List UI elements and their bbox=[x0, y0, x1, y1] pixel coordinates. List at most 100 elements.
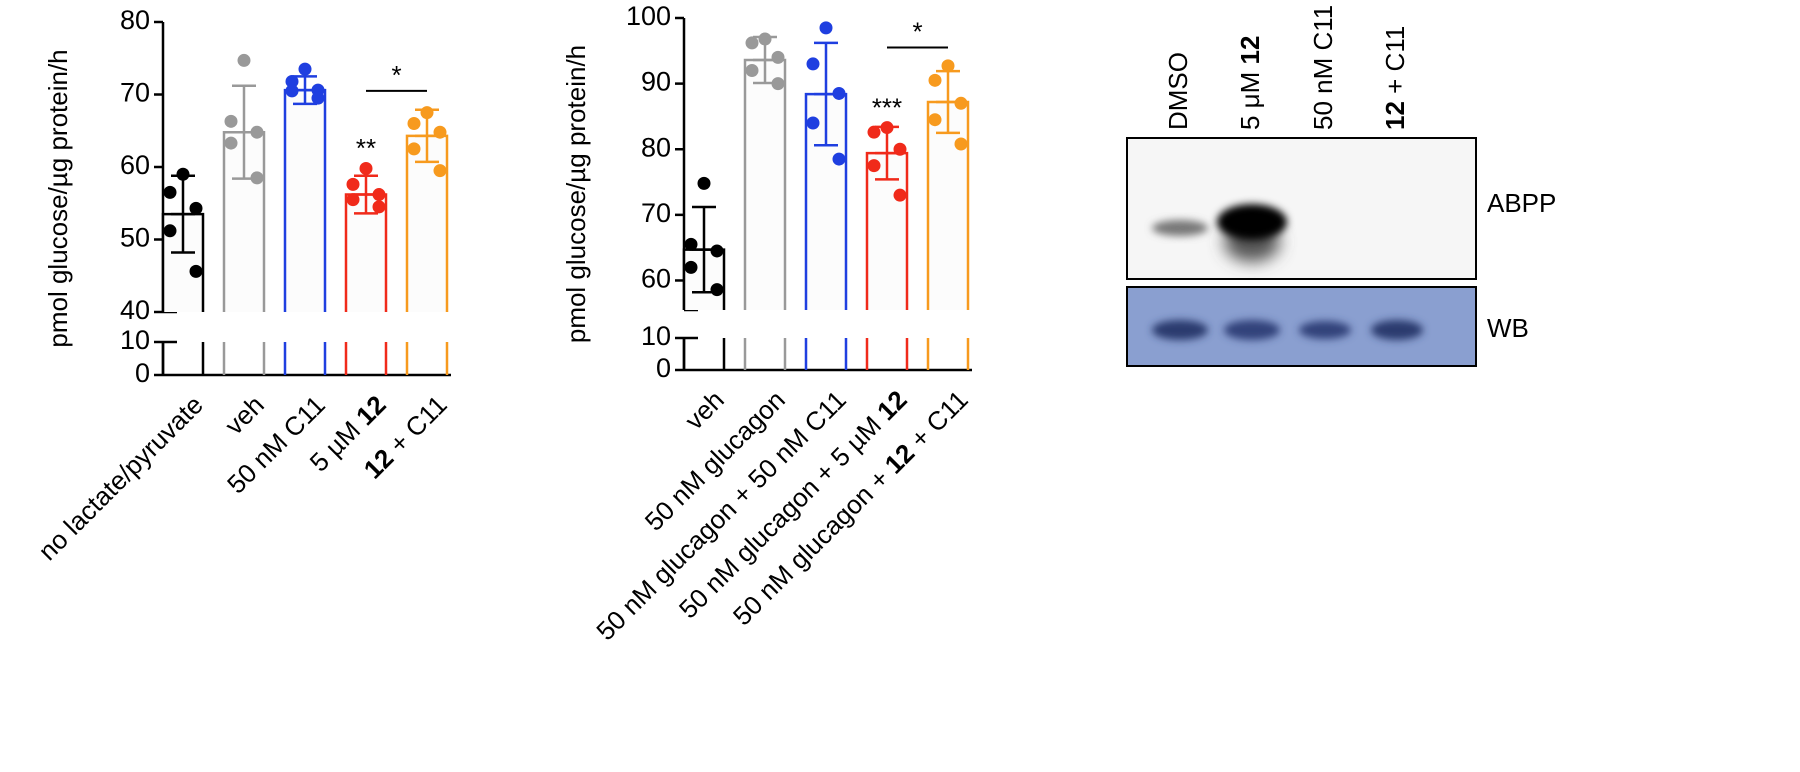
y-tick-label: 60 bbox=[120, 150, 150, 180]
abpp-panel bbox=[1126, 137, 1477, 280]
bar-lower bbox=[743, 338, 787, 370]
data-point bbox=[407, 142, 421, 156]
data-point bbox=[420, 106, 434, 120]
data-point bbox=[311, 91, 325, 105]
data-point bbox=[745, 36, 759, 50]
bar bbox=[743, 58, 787, 310]
data-point bbox=[928, 113, 942, 127]
band bbox=[1152, 320, 1208, 340]
y-tick-label: 40 bbox=[120, 295, 150, 325]
x-tick-label: no lactate/pyruvate bbox=[32, 390, 209, 567]
band bbox=[1299, 321, 1351, 339]
y-tick-label: 0 bbox=[135, 358, 150, 388]
y-tick-label: 0 bbox=[656, 353, 671, 383]
data-point bbox=[893, 188, 907, 202]
data-point bbox=[684, 237, 698, 251]
data-point bbox=[372, 200, 386, 214]
data-point bbox=[867, 159, 881, 173]
bar-lower bbox=[682, 338, 726, 370]
data-point bbox=[176, 167, 190, 181]
data-point bbox=[819, 21, 833, 35]
y-axis-label: pmol glucose/µg protein/h bbox=[43, 49, 73, 347]
data-point bbox=[189, 201, 203, 215]
data-point bbox=[954, 96, 968, 110]
y-tick-label: 90 bbox=[641, 67, 671, 97]
y-tick-label: 70 bbox=[641, 198, 671, 228]
data-point bbox=[928, 73, 942, 87]
data-point bbox=[867, 125, 881, 139]
bar-lower bbox=[865, 338, 909, 370]
y-tick-label: 70 bbox=[120, 78, 150, 108]
band bbox=[1371, 320, 1423, 340]
lane-label: 5 μM 12 bbox=[1235, 36, 1265, 130]
data-point bbox=[893, 142, 907, 156]
lane-label: 12 + C11 bbox=[1380, 26, 1410, 130]
data-point bbox=[832, 152, 846, 166]
y-tick-label: 10 bbox=[120, 325, 150, 355]
data-point bbox=[880, 121, 894, 135]
data-point bbox=[710, 244, 724, 258]
data-point bbox=[285, 74, 299, 88]
data-point bbox=[346, 193, 360, 207]
data-point bbox=[806, 57, 820, 71]
data-point bbox=[710, 283, 724, 297]
row-label: ABPP bbox=[1487, 188, 1556, 218]
data-point bbox=[941, 59, 955, 73]
lane-label: 50 nM C11 bbox=[1308, 5, 1338, 130]
y-tick-label: 50 bbox=[120, 223, 150, 253]
y-tick-label: 60 bbox=[641, 264, 671, 294]
data-point bbox=[250, 171, 264, 185]
data-point bbox=[250, 125, 264, 139]
bar-lower bbox=[344, 342, 388, 375]
y-axis-label: pmol glucose/µg protein/h bbox=[561, 45, 591, 343]
data-point bbox=[407, 117, 421, 130]
y-tick-label: 10 bbox=[641, 321, 671, 351]
bar bbox=[283, 88, 327, 312]
bar-lower bbox=[926, 338, 970, 370]
data-point bbox=[954, 137, 968, 151]
band bbox=[1217, 204, 1287, 240]
data-point bbox=[745, 63, 759, 77]
bar-lower bbox=[804, 338, 848, 370]
data-point bbox=[189, 264, 203, 278]
band bbox=[1224, 320, 1280, 340]
blot-image bbox=[1126, 137, 1477, 367]
significance-label: ** bbox=[356, 133, 376, 163]
data-point bbox=[684, 260, 698, 274]
x-tick-label: veh bbox=[219, 390, 270, 441]
data-point bbox=[771, 77, 785, 91]
row-label: WB bbox=[1487, 313, 1529, 343]
data-point bbox=[806, 116, 820, 130]
data-point bbox=[359, 161, 373, 175]
band bbox=[1152, 220, 1208, 236]
y-tick-label: 80 bbox=[641, 132, 671, 162]
x-tick-label: 50 nM glucagon + 50 nM C11 bbox=[590, 385, 852, 647]
data-point bbox=[163, 224, 177, 238]
significance-label: * bbox=[912, 16, 922, 46]
data-point bbox=[224, 114, 238, 128]
y-tick-label: 100 bbox=[626, 1, 671, 31]
bar-lower bbox=[161, 342, 205, 375]
bar-lower bbox=[222, 342, 266, 375]
x-tick-label: veh bbox=[679, 385, 730, 436]
data-point bbox=[433, 164, 447, 178]
data-point bbox=[237, 53, 251, 67]
data-point bbox=[433, 125, 447, 139]
significance-label: *** bbox=[872, 93, 902, 123]
bar-lower bbox=[283, 342, 327, 375]
data-point bbox=[285, 84, 299, 98]
data-point bbox=[346, 177, 360, 191]
data-point bbox=[832, 86, 846, 100]
data-point bbox=[758, 32, 772, 46]
lane-label: DMSO bbox=[1163, 52, 1193, 130]
data-point bbox=[697, 176, 711, 190]
data-point bbox=[298, 62, 312, 76]
data-point bbox=[163, 185, 177, 199]
data-point bbox=[224, 136, 238, 150]
y-tick-label: 80 bbox=[120, 5, 150, 35]
data-point bbox=[372, 188, 386, 202]
data-point bbox=[771, 50, 785, 64]
significance-label: * bbox=[391, 60, 401, 90]
bar-lower bbox=[405, 342, 449, 375]
